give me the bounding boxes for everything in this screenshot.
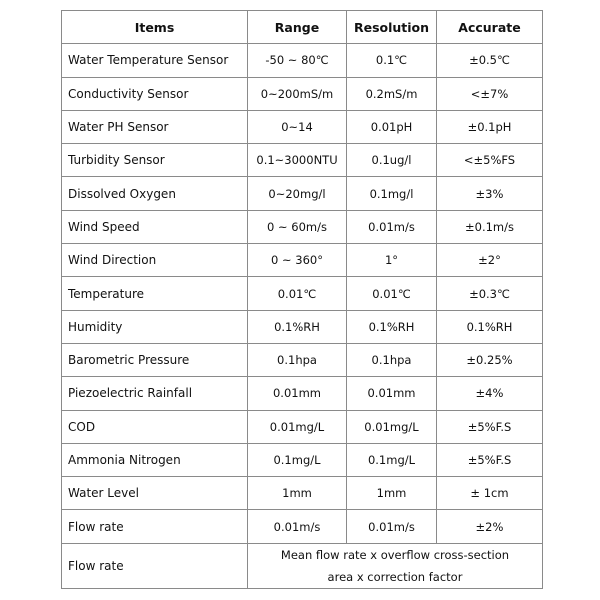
range-cell: 0.01mg/L (247, 409, 347, 444)
resolution-cell: 0.1%RH (346, 309, 437, 344)
item-cell: Ammonia Nitrogen (61, 442, 248, 478)
resolution-cell: 0.1℃ (346, 43, 437, 78)
item-cell: Humidity (61, 309, 248, 344)
resolution-cell: 0.2mS/m (346, 76, 437, 111)
table-row: Water Temperature Sensor -50 ~ 80℃ 0.1℃ ±0.… (61, 43, 543, 78)
item-cell: Piezoelectric Rainfall (61, 376, 248, 411)
column-header: Items (61, 9, 248, 45)
item-cell: Flow rate (61, 509, 248, 544)
table-row: Ammonia Nitrogen 0.1mg/L 0.1mg/L ±5%F.S (61, 442, 543, 478)
resolution-cell: 0.1mg/L (346, 442, 437, 478)
table-row: Water PH Sensor 0~14 0.01pH ±0.1pH (61, 109, 543, 145)
range-cell: 0.1mg/L (247, 442, 347, 478)
range-cell: 0~200mS/m (247, 76, 347, 111)
table-row: Piezoelectric Rainfall 0.01mm 0.01mm ±4% (61, 376, 543, 411)
item-cell: Barometric Pressure (61, 342, 248, 378)
item-cell: Water Temperature Sensor (61, 43, 248, 78)
resolution-cell: 0.01mg/L (346, 409, 437, 444)
range-cell: 0 ~ 360° (247, 243, 347, 278)
table-row: Flow rate 0.01m/s 0.01m/s ±2% (61, 509, 543, 544)
range-cell: 0~20mg/l (247, 176, 347, 211)
header-row: Items Range Resolution Accurate (61, 9, 543, 45)
item-cell: Water Level (61, 476, 248, 511)
range-cell: 0.01m/s (247, 509, 347, 544)
resolution-cell: 0.1ug/l (346, 143, 437, 178)
range-cell: 0.01mm (247, 376, 347, 411)
resolution-cell: 0.01m/s (346, 509, 437, 544)
table-row: Humidity 0.1%RH 0.1%RH 0.1%RH (61, 309, 543, 344)
column-header: Accurate (436, 9, 543, 45)
spec-table: Items Range Resolution Accurate Water Tempe… (61, 9, 543, 589)
resolution-cell: 1mm (346, 476, 437, 511)
accuracy-cell: 0.1%RH (436, 309, 543, 344)
table-row: Temperature 0.01℃ 0.01℃ ±0.3℃ (61, 276, 543, 311)
accuracy-cell: ±5%F.S (436, 409, 543, 444)
column-header: Range (247, 9, 347, 45)
resolution-cell: 0.01℃ (346, 276, 437, 311)
resolution-cell: 1° (346, 243, 437, 278)
range-cell: 0.1~3000NTU (247, 143, 347, 178)
accuracy-cell: <±5%FS (436, 143, 543, 178)
accuracy-cell: ±0.25% (436, 342, 543, 378)
range-cell: 0.1hpa (247, 342, 347, 378)
column-header: Resolution (346, 9, 437, 45)
accuracy-cell: ±2% (436, 509, 543, 544)
item-cell: Flow rate (61, 542, 248, 589)
formula-line: Mean flow rate x overflow cross-section (280, 547, 510, 562)
item-cell: Temperature (61, 276, 248, 311)
range-cell: 0.01℃ (247, 276, 347, 311)
accuracy-cell: <±7% (436, 76, 543, 111)
accuracy-cell: ±0.5℃ (436, 43, 543, 78)
table-row: Flow rate Mean flow rate x overflow cross… (61, 542, 543, 589)
range-cell: 1mm (247, 476, 347, 511)
table-row: Water Level 1mm 1mm ± 1cm (61, 476, 543, 511)
range-cell: 0 ~ 60m/s (247, 209, 347, 245)
item-cell: Dissolved Oxygen (61, 176, 248, 211)
table-row: Barometric Pressure 0.1hpa 0.1hpa ±0.25% (61, 342, 543, 378)
accuracy-cell: ±0.3℃ (436, 276, 543, 311)
table-row: COD 0.01mg/L 0.01mg/L ±5%F.S (61, 409, 543, 444)
range-cell: -50 ~ 80℃ (247, 43, 347, 78)
item-cell: Wind Speed (61, 209, 248, 245)
item-cell: COD (61, 409, 248, 444)
table-row: Dissolved Oxygen 0~20mg/l 0.1mg/l ±3% (61, 176, 543, 211)
accuracy-cell: ±0.1m/s (436, 209, 543, 245)
item-cell: Wind Direction (61, 243, 248, 278)
range-cell: 0~14 (247, 109, 347, 145)
resolution-cell: 0.1mg/l (346, 176, 437, 211)
accuracy-cell: ±2° (436, 243, 543, 278)
resolution-cell: 0.01pH (346, 109, 437, 145)
range-cell: 0.1%RH (247, 309, 347, 344)
formula-cell: Mean flow rate x overflow cross-section a… (247, 542, 543, 589)
accuracy-cell: ±4% (436, 376, 543, 411)
table-row: Turbidity Sensor 0.1~3000NTU 0.1ug/l <±5%FS (61, 143, 543, 178)
table-row: Conductivity Sensor 0~200mS/m 0.2mS/m <±7% (61, 76, 543, 111)
table-row: Wind Speed 0 ~ 60m/s 0.01m/s ±0.1m/s (61, 209, 543, 245)
formula-line: area x correction factor (327, 569, 463, 584)
table-row: Wind Direction 0 ~ 360° 1° ±2° (61, 243, 543, 278)
resolution-cell: 0.1hpa (346, 342, 437, 378)
accuracy-cell: ±3% (436, 176, 543, 211)
resolution-cell: 0.01m/s (346, 209, 437, 245)
resolution-cell: 0.01mm (346, 376, 437, 411)
item-cell: Conductivity Sensor (61, 76, 248, 111)
accuracy-cell: ±0.1pH (436, 109, 543, 145)
item-cell: Water PH Sensor (61, 109, 248, 145)
item-cell: Turbidity Sensor (61, 143, 248, 178)
accuracy-cell: ± 1cm (436, 476, 543, 511)
accuracy-cell: ±5%F.S (436, 442, 543, 478)
